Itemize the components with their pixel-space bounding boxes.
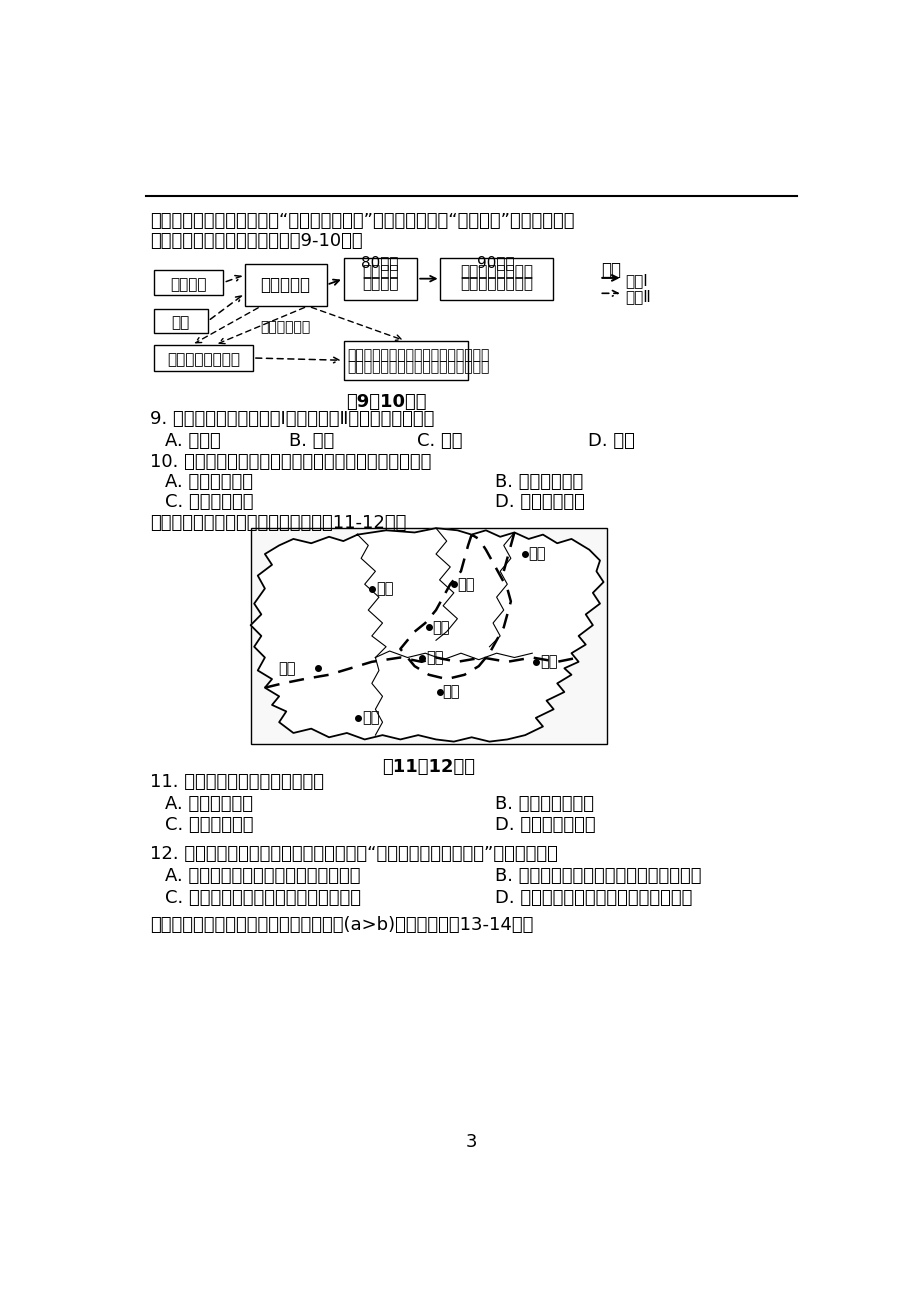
Text: 缙云: 缙云 <box>528 547 545 561</box>
Text: B. 开拓当地市场: B. 开拓当地市场 <box>494 474 583 491</box>
Text: 景宁: 景宁 <box>442 685 460 699</box>
Text: 加工肥皂: 加工肥皂 <box>361 276 398 292</box>
Bar <box>344 258 417 301</box>
Text: 阶段Ⅰ: 阶段Ⅰ <box>624 273 647 288</box>
Text: A. 促进人口迁出: A. 促进人口迁出 <box>165 794 253 812</box>
Text: A. 促进产业升级: A. 促进产业升级 <box>165 474 253 491</box>
Text: A. 开发水能资源大规模引进高耗能工业: A. 开发水能资源大规模引进高耗能工业 <box>165 867 360 885</box>
Text: 云和: 云和 <box>425 650 443 665</box>
Text: C. 利用本地木材资源加快发展木玩产业: C. 利用本地木材资源加快发展木玩产业 <box>165 888 361 906</box>
Text: 9. 影响纳爱斯集团从阶段Ⅰ发展到阶段Ⅱ的主要区位因素是: 9. 影响纳爱斯集团从阶段Ⅰ发展到阶段Ⅱ的主要区位因素是 <box>150 410 434 428</box>
Text: C. 市场: C. 市场 <box>417 432 462 450</box>
Text: 工艺设备: 工艺设备 <box>170 277 207 292</box>
Bar <box>153 271 223 294</box>
Bar <box>245 264 326 306</box>
Text: A. 劳动力: A. 劳动力 <box>165 432 221 450</box>
Text: 庆元: 庆元 <box>362 711 380 725</box>
Text: 3: 3 <box>465 1133 477 1151</box>
Text: 图例: 图例 <box>600 260 620 279</box>
Text: 松阳: 松阳 <box>432 620 449 635</box>
Text: 地；收购三大品牌，生产个人洗护用品: 地；收购三大品牌，生产个人洗护用品 <box>347 361 489 374</box>
Text: 80年代: 80年代 <box>361 255 398 270</box>
Text: 丽水: 丽水 <box>457 577 474 591</box>
Text: 纳爱斯集团前身是地方国营“丽水五七化工厂”，集团总部位于“浙江绿谷”丽水市。下图: 纳爱斯集团前身是地方国营“丽水五七化工厂”，集团总部位于“浙江绿谷”丽水市。下图 <box>150 212 573 229</box>
Text: C. 提高产品品质: C. 提高产品品质 <box>165 493 254 512</box>
Text: 龙泉: 龙泉 <box>278 661 295 676</box>
Bar <box>250 529 607 743</box>
Text: 在湘、川、冀、吉、新五地建立生产基: 在湘、川、冀、吉、新五地建立生产基 <box>347 348 489 362</box>
Text: 洗衣粉等多种产品: 洗衣粉等多种产品 <box>460 276 532 292</box>
Text: 90年代: 90年代 <box>477 255 515 270</box>
Text: B. 开垦荒地、坡地，大力发展水稻种植业: B. 开垦荒地、坡地，大力发展水稻种植业 <box>494 867 700 885</box>
Bar <box>153 309 208 333</box>
Text: 为纳爱斯生产模式变化图。完成9-10题。: 为纳爱斯生产模式变化图。完成9-10题。 <box>150 232 362 250</box>
Text: 下图为丽水市铁路网布局规划图。完成11-12题。: 下图为丽水市铁路网布局规划图。完成11-12题。 <box>150 514 406 533</box>
Text: D. 利用优美环境发展特色民宿和旅游业: D. 利用优美环境发展特色民宿和旅游业 <box>494 888 691 906</box>
Text: 阶段Ⅱ: 阶段Ⅱ <box>624 289 650 303</box>
Text: 遂昌: 遂昌 <box>376 581 393 596</box>
Text: 11. 铁路网建成后对丽水的影响是: 11. 铁路网建成后对丽水的影响是 <box>150 773 323 792</box>
Bar <box>440 258 552 301</box>
Text: D. 接近原料产地: D. 接近原料产地 <box>494 493 584 512</box>
Text: 下图为某河流河曲和水流速度等值线分布(a>b)示意图。完成13-14题。: 下图为某河流河曲和水流速度等值线分布(a>b)示意图。完成13-14题。 <box>150 917 533 935</box>
Text: 第11、12题图: 第11、12题图 <box>382 758 475 776</box>
Text: 第9、10题图: 第9、10题图 <box>346 393 426 411</box>
Bar <box>153 345 253 371</box>
Text: 技术: 技术 <box>172 315 190 331</box>
Text: 青田: 青田 <box>539 655 557 669</box>
Text: 纳爱斯集团: 纳爱斯集团 <box>260 276 311 294</box>
Polygon shape <box>250 529 603 742</box>
Text: 委外贴牌加工: 委外贴牌加工 <box>260 320 311 335</box>
Text: 10. 纳爱斯集团在湘、川等地建立生产基地的主要原因是: 10. 纳爱斯集团在湘、川等地建立生产基地的主要原因是 <box>150 453 431 471</box>
Text: 12. 若在丽水采取下列产业发展措施，符合“绿水青山就是金山银山”生态理念的是: 12. 若在丽水采取下列产业发展措施，符合“绿水青山就是金山银山”生态理念的是 <box>150 845 557 863</box>
Text: B. 技术: B. 技术 <box>289 432 335 450</box>
Text: D. 交通: D. 交通 <box>587 432 634 450</box>
Text: 自主生产品牌香皂: 自主生产品牌香皂 <box>460 264 532 279</box>
Text: 承接外贸: 承接外贸 <box>361 264 398 279</box>
Text: B. 加快城市化进程: B. 加快城市化进程 <box>494 794 593 812</box>
Bar <box>344 341 467 380</box>
Text: 保洁、汉高等企业: 保洁、汉高等企业 <box>166 352 240 367</box>
Text: D. 提高农牧业比重: D. 提高农牧业比重 <box>494 816 595 835</box>
Text: C. 推动技术创新: C. 推动技术创新 <box>165 816 254 835</box>
